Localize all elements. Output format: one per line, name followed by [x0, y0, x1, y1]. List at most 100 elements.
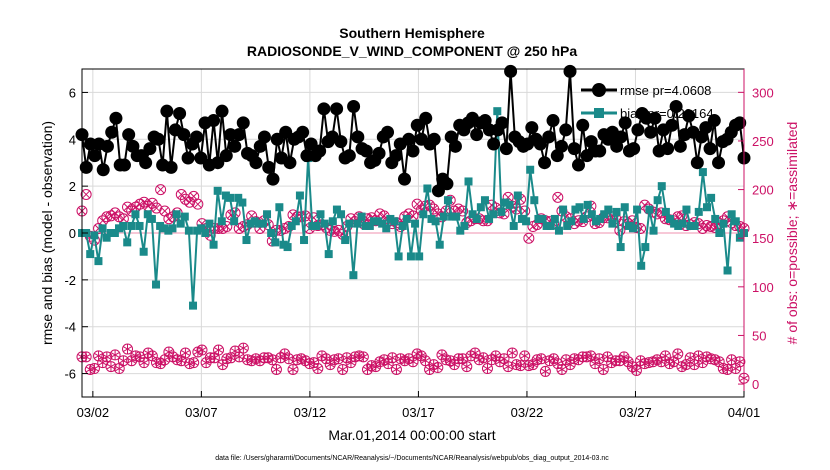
data-file-footer: data file: /Users/gharamti/Documents/NCA… — [215, 455, 609, 462]
marker-star-stroke — [540, 368, 550, 375]
marker-star-stroke — [735, 358, 745, 365]
bias-point — [448, 212, 457, 221]
assimilated-point — [436, 349, 448, 361]
marker-star-stroke — [499, 355, 509, 362]
bias-point — [217, 217, 226, 226]
assimilated-point — [407, 356, 419, 368]
bias-point — [258, 219, 267, 228]
marker-star-stroke — [689, 361, 699, 368]
bias-point — [374, 217, 383, 226]
y-tick-label-right: 250 — [752, 134, 774, 149]
legend: rmse pr=4.0608 bias pr=0.23164 — [581, 83, 714, 121]
rmse-point — [381, 125, 395, 139]
x-tick-label: 04/01 — [728, 405, 761, 420]
bias-point — [604, 205, 613, 214]
rmse-point — [109, 111, 123, 125]
bias-point — [698, 168, 707, 177]
bias-point — [567, 217, 576, 226]
bias-point — [394, 252, 403, 261]
marker-star-stroke — [578, 353, 588, 360]
marker-star-stroke — [201, 359, 211, 366]
marker-star-stroke — [590, 360, 600, 367]
x-axis: 03/02 03/07 03/12 03/17 03/22 03/27 04/01 — [77, 391, 761, 420]
rmse-point — [249, 156, 263, 170]
marker-star-stroke — [304, 360, 315, 367]
marker-circle — [457, 205, 469, 217]
assimilated-point — [80, 351, 92, 363]
bias-point — [341, 236, 350, 245]
assimilated-point — [626, 361, 638, 373]
bias-point — [320, 219, 329, 228]
y-tick-label-right: 50 — [752, 328, 766, 343]
marker-star-stroke — [437, 351, 447, 358]
bias-point — [620, 203, 629, 212]
marker-cross — [702, 221, 711, 230]
rmse-point — [257, 130, 271, 144]
bias-point — [263, 210, 272, 219]
rmse-point — [262, 160, 276, 174]
marker-star-stroke — [238, 345, 248, 352]
bias-point — [456, 226, 465, 235]
rmse-point — [215, 104, 229, 118]
y-tick-label-left: 0 — [69, 226, 76, 241]
marker-circle — [552, 191, 564, 203]
bias-point — [719, 219, 728, 228]
rmse-point — [105, 125, 119, 139]
assimilated-point — [117, 355, 129, 367]
assimilated-point — [138, 357, 150, 369]
rmse-point — [181, 151, 195, 165]
bias-point — [649, 226, 658, 235]
marker-circle — [221, 221, 233, 233]
bias-point — [637, 261, 646, 270]
assimilated-point — [155, 358, 167, 370]
rmse-point — [567, 142, 581, 156]
y-tick-label-left: 6 — [69, 85, 76, 100]
bias-point — [184, 226, 193, 235]
bias-point — [534, 214, 543, 223]
bias-point — [694, 207, 703, 216]
bias-point — [423, 184, 432, 193]
bias-point — [682, 205, 691, 214]
marker-star-stroke — [127, 357, 137, 364]
marker-star-stroke — [524, 362, 534, 369]
marker-star-stroke — [586, 352, 596, 359]
bias-point — [415, 252, 424, 261]
rmse-point — [160, 104, 174, 118]
marker-star-stroke — [623, 358, 633, 365]
bias-point — [275, 203, 284, 212]
bias-point — [123, 238, 132, 247]
rmse-point — [572, 158, 585, 172]
rmse-point — [317, 102, 331, 116]
marker-star-stroke — [669, 358, 679, 365]
marker-star-stroke — [420, 357, 430, 364]
marker-star-stroke — [205, 354, 215, 361]
rmse-point — [347, 99, 361, 113]
assimilated-point — [237, 342, 249, 354]
rmse-point — [470, 128, 484, 142]
x-tick-label: 03/17 — [402, 405, 435, 420]
bias-point — [624, 221, 633, 230]
rmse-point — [372, 146, 386, 160]
assimilated-point — [109, 349, 121, 361]
assimilated-point — [233, 351, 245, 363]
bias-point — [419, 210, 428, 219]
marker-star-stroke — [371, 363, 381, 370]
bias-point — [287, 221, 296, 230]
bias-point — [308, 221, 317, 230]
marker-star-stroke — [81, 353, 91, 360]
rmse-point — [499, 142, 513, 156]
bias-point — [328, 217, 337, 226]
y-tick-label-left: -6 — [64, 367, 76, 382]
bias-point — [176, 219, 185, 228]
assimilated-point — [481, 363, 493, 375]
marker-star-stroke — [218, 361, 228, 368]
bias-point — [476, 203, 485, 212]
bias-point — [443, 196, 452, 205]
bias-point — [509, 221, 518, 230]
marker-star-stroke — [222, 355, 232, 362]
possible-point — [523, 232, 535, 244]
rmse-point — [525, 121, 539, 135]
assimilated-point — [179, 347, 191, 359]
marker-star-stroke — [358, 353, 368, 360]
marker-cross — [140, 198, 148, 207]
